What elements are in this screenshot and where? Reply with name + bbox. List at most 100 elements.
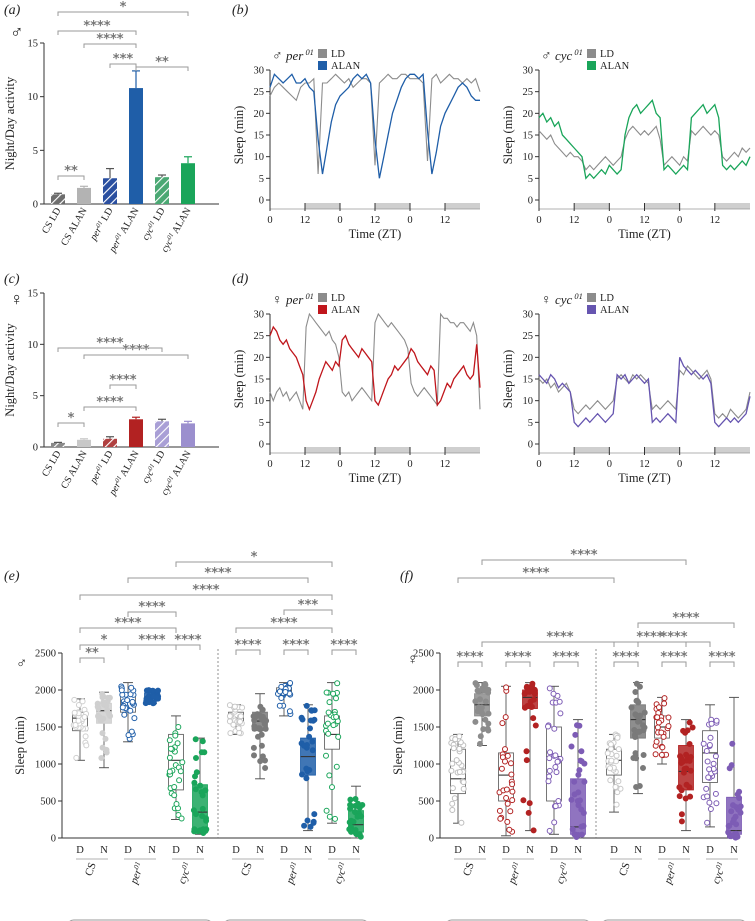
x-tick-label: 0 (407, 459, 412, 470)
data-point (127, 707, 134, 714)
data-point (192, 736, 199, 743)
data-point (193, 811, 199, 818)
data-point (577, 757, 584, 764)
dark-phase-bar (445, 203, 480, 209)
data-point (575, 789, 582, 796)
data-point (458, 819, 465, 826)
data-point (546, 827, 553, 834)
data-point (452, 736, 459, 743)
significance-label: **** (546, 630, 573, 645)
dark-phase-bar (574, 203, 610, 209)
category-label: CS LD (40, 206, 64, 236)
x-axis-label: Time (ZT) (618, 227, 671, 241)
data-point (522, 704, 528, 711)
data-point (632, 750, 639, 757)
panel-label-c: (c) (4, 272, 20, 287)
data-point (578, 748, 585, 755)
genotype-label: cyc01 (175, 861, 195, 886)
data-point (307, 717, 314, 724)
series-line-ALAN (538, 98, 751, 180)
data-point (71, 709, 78, 716)
phase-label: N (478, 845, 486, 856)
x-axis-label: Time (ZT) (349, 471, 402, 485)
data-point (736, 788, 743, 795)
data-point (191, 826, 198, 833)
significance-label: **** (660, 650, 687, 665)
data-point (75, 717, 82, 724)
data-point (259, 716, 266, 723)
significance-label: **** (96, 336, 123, 351)
data-point (277, 688, 283, 695)
significance-bracket (481, 641, 639, 647)
y-tick-label: 2500 (413, 649, 434, 660)
data-point (303, 702, 310, 709)
data-point (326, 699, 333, 706)
dark-phase-bar (644, 447, 680, 453)
data-point (102, 735, 109, 742)
series-line-ALAN (269, 72, 480, 179)
data-point (731, 816, 737, 823)
y-tick-label: 10 (254, 152, 265, 163)
phase-label: D (454, 845, 462, 856)
legend-label: ALAN (600, 305, 630, 316)
x-tick-label: 0 (536, 215, 541, 226)
data-point (572, 731, 579, 738)
data-point (326, 772, 333, 779)
data-point (482, 698, 489, 705)
category-label: cyc01 LD (140, 206, 168, 243)
data-point (733, 832, 740, 839)
category-label: CS ALAN (59, 449, 90, 491)
data-point (99, 691, 106, 697)
x-tick-label: 0 (407, 215, 412, 226)
data-point (477, 733, 484, 740)
data-point (682, 795, 689, 802)
significance-bracket (175, 561, 333, 567)
y-tick-label: 2000 (413, 686, 434, 697)
y-axis-label: Sleep (min) (232, 350, 246, 409)
significance-label: **** (114, 616, 141, 631)
x-tick-label: 12 (300, 215, 311, 226)
y-tick-label: 0 (259, 196, 264, 207)
dark-phase-bar (305, 203, 340, 209)
x-tick-label: 0 (607, 215, 612, 226)
x-tick-label: 12 (710, 215, 721, 226)
significance-label: ** (85, 646, 99, 661)
phase-label: N (574, 845, 582, 856)
significance-bracket (83, 354, 189, 359)
data-point (449, 760, 456, 767)
x-tick-label: 0 (267, 215, 272, 226)
female-symbol-c: ♀ (10, 289, 24, 309)
data-point (235, 725, 242, 732)
bar-CS-ALAN (77, 439, 91, 447)
data-point (551, 725, 558, 732)
significance-label: **** (192, 583, 219, 598)
data-point (258, 742, 265, 749)
genotype-label: CS (83, 861, 99, 878)
dark-phase-bar (305, 447, 340, 453)
box-chart-f: 0 500 1000 1500 2000 2500 Sleep (min) D N D N D N D N D… (391, 548, 745, 921)
data-point (678, 818, 685, 825)
data-point (704, 793, 711, 800)
data-point (121, 711, 128, 718)
data-point (704, 758, 711, 765)
data-point (231, 703, 238, 710)
y-tick-label: 15 (254, 131, 265, 142)
phase-label: N (100, 845, 108, 856)
data-point (580, 823, 587, 829)
genotype-label: per01 (127, 861, 147, 887)
bar-cyc01-LD (155, 177, 169, 204)
data-point (665, 723, 672, 730)
x-tick-label: 12 (639, 215, 650, 226)
x-axis-label: Time (ZT) (618, 471, 671, 485)
data-point (581, 778, 588, 785)
panel-label-b: (b) (232, 3, 249, 18)
data-point (358, 813, 365, 820)
significance-label: **** (138, 600, 165, 615)
significance-bracket (235, 649, 261, 655)
significance-label: **** (270, 616, 297, 631)
y-tick-label: 20 (523, 109, 534, 120)
data-point (262, 765, 269, 771)
data-point (658, 729, 665, 736)
significance-label: **** (552, 650, 579, 665)
